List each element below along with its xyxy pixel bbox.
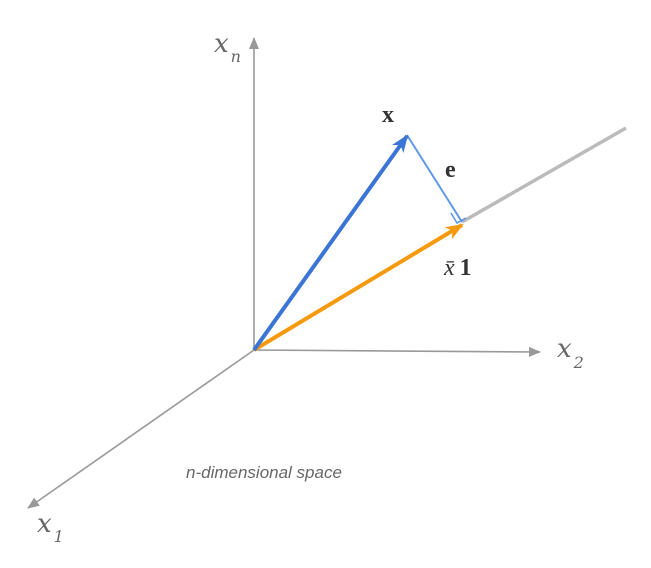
residual-e-label: e (445, 157, 456, 183)
vector-x-label: x (382, 102, 394, 128)
mean-vector-arrow (252, 223, 464, 352)
residual-e-line (406, 134, 463, 223)
axis-x-2 (253, 346, 541, 357)
caption: n-dimensional space (186, 463, 342, 482)
right-angle-marker (450, 212, 467, 225)
vector-x-arrow (252, 134, 409, 352)
span-line (461, 126, 627, 224)
mean-vector-label: x̄ 1 (443, 255, 472, 281)
axis-x-1 (27, 349, 255, 509)
